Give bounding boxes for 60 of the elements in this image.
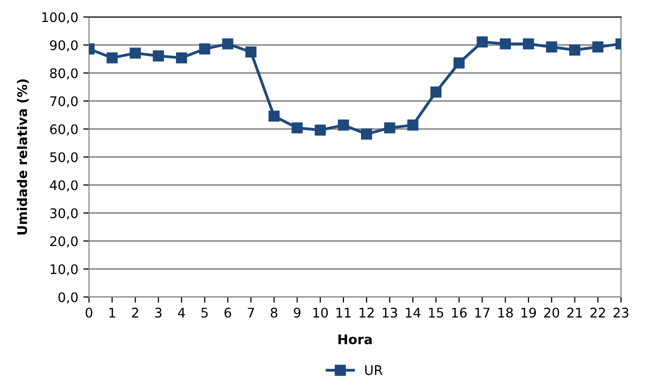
point bbox=[522, 38, 534, 50]
point bbox=[384, 122, 396, 134]
point bbox=[338, 120, 349, 131]
point bbox=[430, 86, 442, 98]
point bbox=[106, 52, 118, 64]
x-tick-label: 4 bbox=[178, 308, 185, 318]
point bbox=[314, 124, 326, 136]
point bbox=[500, 38, 511, 50]
point bbox=[592, 41, 604, 53]
point bbox=[245, 46, 256, 58]
x-tick-label: 19 bbox=[522, 308, 536, 318]
point bbox=[546, 41, 558, 53]
x-tick-label: 15 bbox=[429, 308, 444, 318]
point bbox=[176, 52, 188, 64]
point bbox=[130, 48, 141, 59]
x-tick-label: 20 bbox=[544, 308, 560, 318]
x-axis-title: Hora bbox=[338, 334, 372, 344]
x-tick-label: 6 bbox=[224, 308, 232, 318]
y-axis-title: Umidade relativa (%) bbox=[16, 79, 29, 234]
x-tick-label: 10 bbox=[313, 308, 328, 318]
x-tick-label: 23 bbox=[614, 308, 628, 318]
x-tick-label: 0 bbox=[86, 308, 92, 318]
point bbox=[199, 43, 210, 54]
y-tick-label: 10,0 bbox=[50, 264, 78, 276]
point bbox=[454, 57, 465, 68]
y-tick-label: 30,0 bbox=[50, 208, 78, 220]
x-tick-label: 2 bbox=[132, 308, 138, 318]
x-tick-label: 13 bbox=[382, 308, 398, 318]
point bbox=[152, 50, 164, 62]
x-tick-label: 11 bbox=[336, 308, 351, 318]
x-tick-label: 12 bbox=[360, 308, 374, 318]
y-tick-label: 40,0 bbox=[50, 180, 78, 192]
x-tick-label: 8 bbox=[270, 308, 278, 318]
x-tick-label: 3 bbox=[155, 308, 162, 318]
x-tick-label: 22 bbox=[590, 308, 605, 318]
point bbox=[476, 36, 488, 48]
x-tick-label: 14 bbox=[406, 308, 420, 318]
y-tick-label: 90,0 bbox=[50, 40, 78, 52]
y-tick-label: 60,0 bbox=[50, 124, 78, 136]
x-tick-label: 7 bbox=[248, 308, 254, 318]
point bbox=[268, 110, 280, 122]
y-tick-label: 50,0 bbox=[50, 152, 78, 164]
point bbox=[407, 120, 418, 131]
x-tick-label: 16 bbox=[452, 308, 467, 318]
point bbox=[361, 128, 372, 140]
y-tick-label: 100,0 bbox=[42, 12, 78, 24]
y-tick-label: 0,0 bbox=[58, 292, 78, 304]
y-tick-label: 20,0 bbox=[50, 236, 78, 248]
x-tick-label: 18 bbox=[498, 308, 513, 318]
y-tick-label: 70,0 bbox=[50, 96, 78, 108]
x-tick-label: 17 bbox=[475, 308, 490, 318]
point bbox=[569, 44, 580, 56]
x-tick-label: 1 bbox=[109, 308, 116, 318]
point bbox=[222, 38, 234, 50]
y-tick-label: 80,0 bbox=[50, 68, 78, 80]
x-tick-label: 9 bbox=[294, 308, 300, 318]
x-tick-label: 5 bbox=[201, 308, 208, 318]
point bbox=[292, 122, 303, 134]
x-tick-label: 21 bbox=[567, 308, 582, 318]
legend-label: UR bbox=[365, 365, 383, 376]
